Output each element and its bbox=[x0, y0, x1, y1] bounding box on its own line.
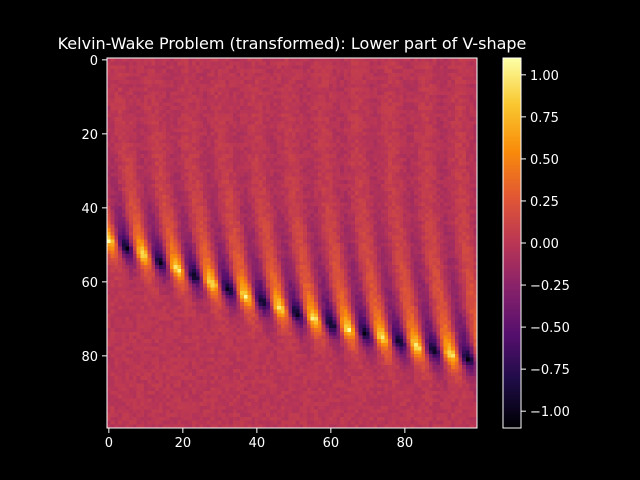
colorbar-canvas-wrapper bbox=[503, 58, 521, 428]
x-tick-label: 60 bbox=[323, 436, 340, 451]
y-axis: 0 20 40 60 80 bbox=[81, 54, 107, 365]
colorbar-tick-label: −0.75 bbox=[530, 363, 570, 378]
colorbar-tick-label: 1.00 bbox=[530, 69, 559, 84]
x-tick-label: 0 bbox=[105, 436, 113, 451]
plot-frame bbox=[106, 57, 478, 429]
colorbar-tick-label: −1.00 bbox=[530, 405, 570, 420]
colorbar-tick-label: 0.00 bbox=[530, 237, 559, 252]
x-tick-label: 40 bbox=[249, 436, 266, 451]
heatmap-canvas-wrapper bbox=[107, 58, 477, 428]
x-tick-label: 20 bbox=[175, 436, 192, 451]
y-tick-label: 20 bbox=[81, 128, 98, 143]
y-tick-label: 0 bbox=[90, 54, 98, 69]
plot-area bbox=[106, 57, 478, 429]
y-tick-label: 40 bbox=[81, 202, 98, 217]
colorbar-tick-label: 0.75 bbox=[530, 111, 559, 126]
x-axis: 0 20 40 60 80 bbox=[105, 428, 413, 451]
heatmap-image bbox=[107, 58, 477, 428]
colorbar-gradient bbox=[503, 58, 521, 428]
colorbar-tick-label: −0.25 bbox=[530, 279, 570, 294]
x-tick-label: 80 bbox=[397, 436, 414, 451]
chart-title: Kelvin-Wake Problem (transformed): Lower… bbox=[58, 34, 527, 53]
colorbar-tick-label: 0.50 bbox=[530, 153, 559, 168]
y-tick-label: 80 bbox=[81, 350, 98, 365]
colorbar: 1.00 0.75 0.50 0.25 0.00 −0.25 −0.50 −0.75 −1.00 bbox=[502, 57, 570, 429]
colorbar-tick-label: −0.50 bbox=[530, 321, 570, 336]
colorbar-tick-label: 0.25 bbox=[530, 195, 559, 210]
y-tick-label: 60 bbox=[81, 276, 98, 291]
colorbar-ticks: 1.00 0.75 0.50 0.25 0.00 −0.25 −0.50 −0.75 −1.00 bbox=[521, 69, 570, 420]
